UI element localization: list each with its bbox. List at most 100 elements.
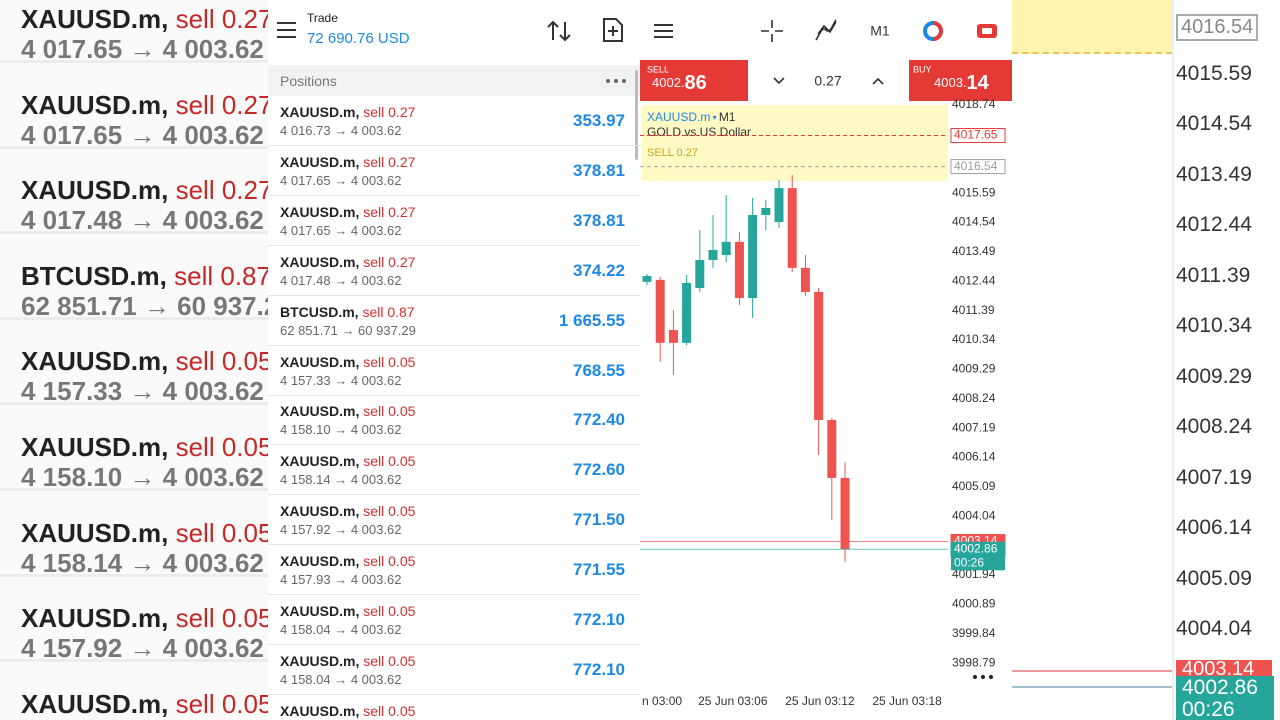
timeframe-button[interactable]: M1 bbox=[870, 23, 890, 39]
indicator-icon[interactable] bbox=[815, 19, 837, 41]
zoom-price-tag: 4016.54 bbox=[1176, 14, 1259, 41]
zoom-axis-label: 4006.14 bbox=[1176, 516, 1252, 540]
axis-border bbox=[1172, 0, 1174, 720]
x-tick-label: 25 Jun 03:06 bbox=[698, 694, 768, 708]
y-tick-label: 4011.39 bbox=[952, 303, 995, 317]
sort-icon[interactable] bbox=[546, 18, 572, 44]
row-side: sell 0.05 bbox=[175, 603, 268, 634]
row-symbol: XAUUSD.m, bbox=[21, 175, 169, 206]
price-tag: 4016.54 bbox=[954, 159, 998, 173]
row-symbol: XAUUSD.m, bbox=[21, 4, 169, 34]
row-prices: 4 157.92 → 4 003.62 bbox=[280, 522, 402, 538]
position-row: XAUUSD.m, sell 0.27 bbox=[21, 4, 268, 35]
left-zoom-panel: XAUUSD.m, sell 0.27 4 017.65 → 4 003.62 XA… bbox=[0, 0, 268, 720]
buy-price-big: 14 bbox=[967, 72, 990, 94]
row-prices: 4 017.48 → 4 003.62 bbox=[21, 205, 264, 236]
more-icon[interactable] bbox=[605, 77, 627, 85]
y-tick-label: 4013.49 bbox=[952, 244, 996, 258]
ask-line-zoom bbox=[1012, 670, 1172, 672]
section-bar bbox=[268, 65, 640, 96]
crosshair-icon[interactable] bbox=[761, 20, 783, 42]
position-row: XAUUSD.m, sell 0.05 bbox=[21, 603, 268, 634]
row-separator bbox=[268, 194, 640, 196]
row-profit: 772.10 bbox=[573, 659, 625, 679]
row-separator bbox=[268, 344, 640, 346]
position-row: XAUUSD.m, sell 0.27 bbox=[280, 154, 415, 170]
buy-button[interactable] bbox=[909, 60, 1012, 101]
position-row: XAUUSD.m, sell 0.05 bbox=[21, 689, 268, 720]
row-side: sell 0.27 bbox=[175, 89, 268, 120]
row-symbol: XAUUSD.m, bbox=[280, 453, 360, 470]
position-row: XAUUSD.m, sell 0.05 bbox=[280, 553, 415, 569]
position-row: BTCUSD.m, sell 0.87 bbox=[280, 304, 415, 320]
candle-body bbox=[721, 241, 731, 255]
right-zoom-panel: 4016.54 4015.59 4014.54 4013.49 4012.44 4011.… bbox=[1012, 0, 1280, 720]
x-tick-label: n 03:00 bbox=[642, 694, 682, 708]
bar-timer: 00:26 bbox=[954, 555, 984, 569]
lot-size[interactable]: 0.27 bbox=[814, 73, 841, 89]
row-symbol: XAUUSD.m, bbox=[280, 553, 360, 570]
position-row: XAUUSD.m, sell 0.05 bbox=[280, 703, 415, 719]
row-separator bbox=[268, 494, 640, 496]
row-symbol: XAUUSD.m, bbox=[280, 603, 360, 619]
row-symbol: XAUUSD.m, bbox=[280, 652, 360, 669]
lot-down[interactable] bbox=[773, 77, 785, 85]
row-symbol: XAUUSD.m, bbox=[280, 702, 360, 719]
x-tick-label: 25 Jun 03:18 bbox=[872, 694, 942, 708]
zoom-axis-label: 4004.04 bbox=[1176, 616, 1252, 640]
position-row: XAUUSD.m, sell 0.05 bbox=[280, 403, 415, 419]
zoom-axis-label: 4005.09 bbox=[1176, 566, 1252, 590]
chart-more[interactable] bbox=[973, 675, 993, 679]
position-highlight bbox=[642, 105, 948, 181]
menu-icon[interactable] bbox=[276, 20, 298, 40]
candle-body bbox=[682, 282, 692, 343]
row-side: sell 0.27 bbox=[175, 4, 268, 34]
row-symbol: XAUUSD.m, bbox=[280, 203, 360, 220]
row-symbol: BTCUSD.m, bbox=[21, 260, 167, 291]
price-tag-box bbox=[950, 159, 1006, 175]
row-prices: 4 017.65 → 4 003.62 bbox=[21, 34, 264, 64]
sell-price: 4002.86 bbox=[652, 72, 707, 94]
sell-button[interactable] bbox=[640, 60, 748, 101]
row-separator bbox=[268, 145, 640, 146]
row-prices: 4 157.33 → 4 003.62 bbox=[21, 376, 264, 407]
row-symbol: XAUUSD.m, bbox=[21, 688, 169, 719]
row-profit: 378.81 bbox=[573, 160, 625, 180]
candle-body bbox=[668, 329, 678, 343]
row-symbol: XAUUSD.m, bbox=[21, 517, 169, 548]
chart-panel: M1 SELL 4002.86 0.27 BUY 4003.14 XAUUSD.… bbox=[640, 0, 1012, 720]
row-profit: 378.81 bbox=[573, 210, 625, 230]
row-symbol: XAUUSD.m, bbox=[280, 104, 360, 120]
row-separator bbox=[268, 544, 640, 546]
symbol-description: GOLD vs US Dollar bbox=[647, 125, 751, 139]
row-side: sell 0.05 bbox=[175, 346, 268, 377]
row-side: sell 0.05 bbox=[175, 432, 268, 462]
row-side: sell 0.05 bbox=[363, 453, 416, 470]
balance: 72 690.76 USD bbox=[307, 30, 410, 47]
row-profit: 772.60 bbox=[573, 460, 625, 480]
candle-body bbox=[827, 420, 837, 478]
row-profit: 768.55 bbox=[573, 360, 625, 380]
y-tick-label: 4012.44 bbox=[952, 273, 996, 287]
row-separator bbox=[268, 294, 640, 296]
position-row: XAUUSD.m, sell 0.05 bbox=[21, 432, 268, 463]
position-highlight-zoom bbox=[1012, 0, 1172, 54]
position-row: BTCUSD.m, sell 0.87 bbox=[21, 261, 268, 292]
buy-price: 4003.14 bbox=[934, 72, 990, 94]
row-separator bbox=[0, 145, 268, 149]
row-side: sell 0.05 bbox=[363, 503, 416, 520]
row-prices: 4 158.04 → 4 003.62 bbox=[280, 622, 402, 637]
row-profit: 374.22 bbox=[573, 260, 625, 280]
position-row: XAUUSD.m, sell 0.05 bbox=[280, 653, 415, 669]
section-title: Positions bbox=[280, 73, 337, 89]
y-tick-label: 3998.79 bbox=[952, 655, 996, 669]
candle-body bbox=[655, 279, 665, 343]
new-order-icon[interactable] bbox=[601, 17, 625, 43]
zoom-axis-label: 4013.49 bbox=[1176, 162, 1252, 186]
lot-up[interactable] bbox=[872, 77, 884, 85]
buy-label: BUY bbox=[913, 64, 932, 74]
candle-body bbox=[748, 214, 758, 299]
row-symbol: XAUUSD.m, bbox=[21, 432, 169, 462]
menu-icon[interactable] bbox=[654, 24, 673, 38]
